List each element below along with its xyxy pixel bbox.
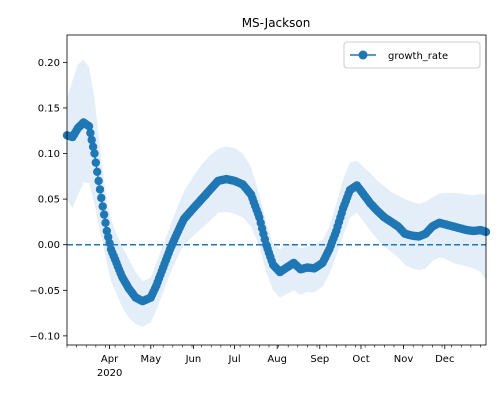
y-axis: −0.10 −0.05 0.00 0.05 0.10 0.15 0.20	[29, 58, 67, 342]
x-tick-label: May	[140, 354, 161, 365]
growth-rate-point	[94, 176, 103, 186]
plot-frame	[66, 34, 487, 346]
x-axis: Apr May Jun Jul Aug Sep Oct Nov Dec 2020	[66, 345, 481, 379]
x-tick-label: Jul	[228, 354, 241, 365]
series-layer	[62, 118, 491, 306]
x-tick-label: Aug	[267, 354, 287, 365]
y-tick-label: −0.10	[29, 331, 60, 342]
legend-box	[343, 41, 481, 69]
growth-rate-point	[88, 142, 98, 151]
x-tick-label: Oct	[352, 354, 369, 365]
y-tick-label: 0.00	[38, 240, 60, 251]
y-tick-label: 0.05	[38, 195, 60, 206]
legend-label-growth-rate: growth_rate	[388, 51, 448, 62]
growth-rate-point	[91, 158, 101, 167]
x-tick-label: Dec	[435, 354, 454, 365]
y-tick-label: 0.15	[38, 103, 60, 114]
legend-marker-swatch	[358, 50, 368, 60]
confidence-band-area	[67, 59, 486, 327]
growth-rate-point	[87, 135, 96, 145]
growth-rate-point	[97, 193, 106, 203]
legend: growth_rate	[343, 41, 481, 69]
confidence-band	[67, 59, 486, 327]
x-tick-label: Nov	[394, 354, 414, 365]
y-tick-label: −0.05	[29, 286, 60, 297]
x-tick-label: Jun	[185, 354, 202, 365]
x-year-label: 2020	[97, 368, 122, 379]
growth-rate-point	[95, 185, 105, 194]
growth-rate-point	[86, 128, 95, 138]
y-tick-label: 0.10	[38, 149, 60, 160]
growth-rate-point	[98, 202, 107, 211]
chart-title: MS-Jackson	[242, 16, 311, 30]
growth-rate-point	[84, 122, 94, 131]
growth-rate-point	[93, 167, 102, 176]
x-tick-label: Apr	[101, 354, 119, 365]
x-tick-label: Sep	[310, 354, 329, 365]
growth-rate-point	[90, 149, 99, 158]
growth-rate-point	[99, 210, 109, 219]
growth-rate-point	[101, 218, 110, 227]
y-tick-label: 0.20	[38, 58, 60, 69]
